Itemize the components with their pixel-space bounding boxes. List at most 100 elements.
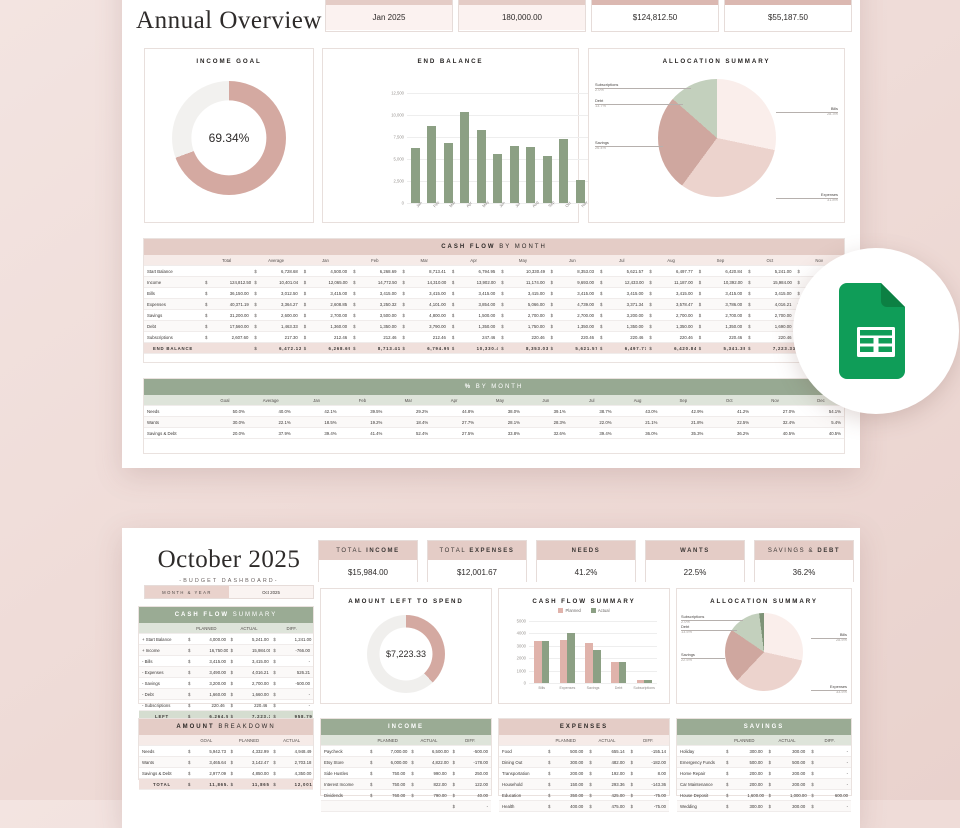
cell-value: 12,433.00 (621, 276, 647, 288)
cash-flow-chart-bars: 0 1000 2000 3000 4000 5000 Bills Expenses Saving… (517, 619, 657, 690)
x-axis-tick: Bills (538, 686, 546, 690)
currency-symbol: $ (765, 778, 787, 790)
currency-symbol: $ (723, 789, 745, 801)
column-header: PLANNED (545, 735, 587, 746)
table-row: Savings & Debt $2,977.09 $4,850.00 $4,350.0… (139, 767, 313, 779)
currency-symbol: $ (270, 644, 292, 656)
row-label: Emergency Funds (677, 756, 723, 768)
cell-value: 400.00 (565, 800, 587, 812)
gridline (529, 621, 657, 622)
pie-leader-line (681, 630, 737, 631)
currency-symbol: $ (449, 756, 471, 768)
column-header: Dec (797, 395, 844, 406)
pie-label-savings: Savings 26.4% (595, 140, 609, 151)
x-axis-tick: Subscriptions (633, 686, 655, 690)
currency-symbol: $ (350, 331, 375, 343)
pie-label-subscriptions: Subscriptions 2.0% (681, 614, 704, 625)
cell-value: 40.0% (247, 405, 294, 417)
cell-value: 2,700.00 (769, 309, 795, 321)
column-header: Oct (706, 395, 753, 406)
cell-value: - (291, 688, 313, 700)
pie-leader-line (595, 104, 683, 105)
cell-value: 3,415.00 (769, 287, 795, 299)
inc-header-row: PLANNED ACTUAL DIFF. (321, 735, 491, 746)
currency-symbol: $ (808, 789, 830, 801)
currency-symbol: $ (270, 756, 292, 768)
cell-value: 2,700.00 (522, 309, 548, 321)
currency-symbol: $ (251, 298, 277, 310)
table-row: - Savings $3,200.00 $2,700.00 $ -500.00 (139, 677, 313, 689)
currency-symbol: $ (300, 265, 326, 277)
currency-symbol: $ (449, 745, 471, 757)
currency-symbol: $ (251, 265, 277, 277)
column-header: Sep (660, 395, 707, 406)
currency-symbol: $ (399, 309, 425, 321)
percent-table-banner: % BY MONTH (144, 379, 844, 395)
currency-symbol: $ (723, 745, 745, 757)
currency-symbol: $ (723, 756, 745, 768)
currency-symbol: $ (185, 666, 207, 678)
row-label: - Savings (139, 677, 185, 689)
month-year-value[interactable]: Oct 2025 (229, 586, 313, 598)
cell-value: 3,142.47 (248, 756, 271, 768)
cell-value: 2,700.00 (248, 677, 271, 689)
column-header: Jan (293, 395, 340, 406)
currency-symbol: $ (765, 767, 787, 779)
currency-symbol: $ (202, 287, 227, 299)
row-label: Side Hustles (321, 767, 367, 779)
cell-value: 2,700.00 (671, 309, 696, 321)
cell-value: - (829, 767, 851, 779)
kpi-label-bold: EXPENSES (469, 548, 515, 554)
currency-symbol: $ (270, 767, 292, 779)
currency-symbol: $ (227, 778, 249, 790)
currency-symbol: $ (646, 265, 672, 277)
cell-value: 43.0% (614, 405, 661, 417)
income-grid: PLANNED ACTUAL DIFF. Paycheck $7,000.00 $6,5… (321, 735, 491, 812)
currency-symbol: $ (498, 331, 523, 343)
cell-value: 425.00 (606, 789, 628, 801)
pie-label-value: 2.0% (595, 86, 604, 92)
cell-value: 17,560.00 (226, 320, 252, 332)
kpi-income-goal-value: 180,000.00 (459, 5, 585, 30)
cell-value: 4,016.21 (769, 298, 795, 310)
cell-value: 22.1% (247, 416, 294, 428)
currency-symbol: $ (586, 800, 607, 812)
kpi-month-total-expenses-label: TOTAL EXPENSES (428, 541, 526, 560)
kpi-total-income-label: TOTAL INCOME (592, 0, 718, 5)
cell-value: 39.4% (293, 427, 340, 439)
y-axis-tick: 7,500 (393, 134, 404, 140)
cell-value: 40.00 (470, 789, 491, 801)
cell-value: 1,660.00 (248, 688, 271, 700)
cell-value: - (829, 778, 851, 790)
cell-value: 3,790.00 (424, 320, 449, 332)
currency-symbol: $ (498, 265, 523, 277)
currency-symbol: $ (448, 276, 474, 288)
cell-value: 5,942.73 (206, 745, 228, 757)
cell-value: 220.46 (621, 331, 647, 343)
row-label: Holiday (677, 745, 723, 757)
y-axis-tick: 12,500 (391, 90, 404, 96)
currency-symbol: $ (808, 778, 830, 790)
currency-symbol: $ (227, 677, 249, 689)
currency-symbol: $ (547, 320, 573, 332)
cell-value: 212.46 (424, 331, 449, 343)
cell-value: 28.3% (522, 416, 569, 428)
row-label: Education (499, 789, 545, 801)
currency-symbol: $ (627, 745, 649, 757)
currency-symbol: $ (300, 342, 326, 354)
cell-value: 4,500.00 (325, 265, 351, 277)
bar (476, 129, 486, 203)
currency-symbol: $ (765, 756, 787, 768)
cell-value: 21.8% (660, 416, 707, 428)
month-year-selector[interactable]: MONTH & YEAR Oct 2025 (144, 585, 314, 599)
cell-value: 6,268.69 (374, 265, 400, 277)
column-header (321, 735, 367, 746)
cell-value: 4,016.21 (248, 666, 271, 678)
cfs-header-row: PLANNED ACTUAL DIFF. (139, 623, 313, 634)
currency-symbol: $ (646, 298, 672, 310)
expenses-grid: PLANNED ACTUAL DIFF. Food $500.00 $655.14 $ -1… (499, 735, 669, 812)
allocation-chart-title: ALLOCATION SUMMARY (662, 58, 771, 65)
income-table-banner: INCOME (321, 719, 491, 735)
cash-flow-grid: Total Average Jan Feb Mar Apr May Jun Jul Aug Sep O… (144, 255, 844, 354)
banner-bold: % (464, 384, 473, 390)
